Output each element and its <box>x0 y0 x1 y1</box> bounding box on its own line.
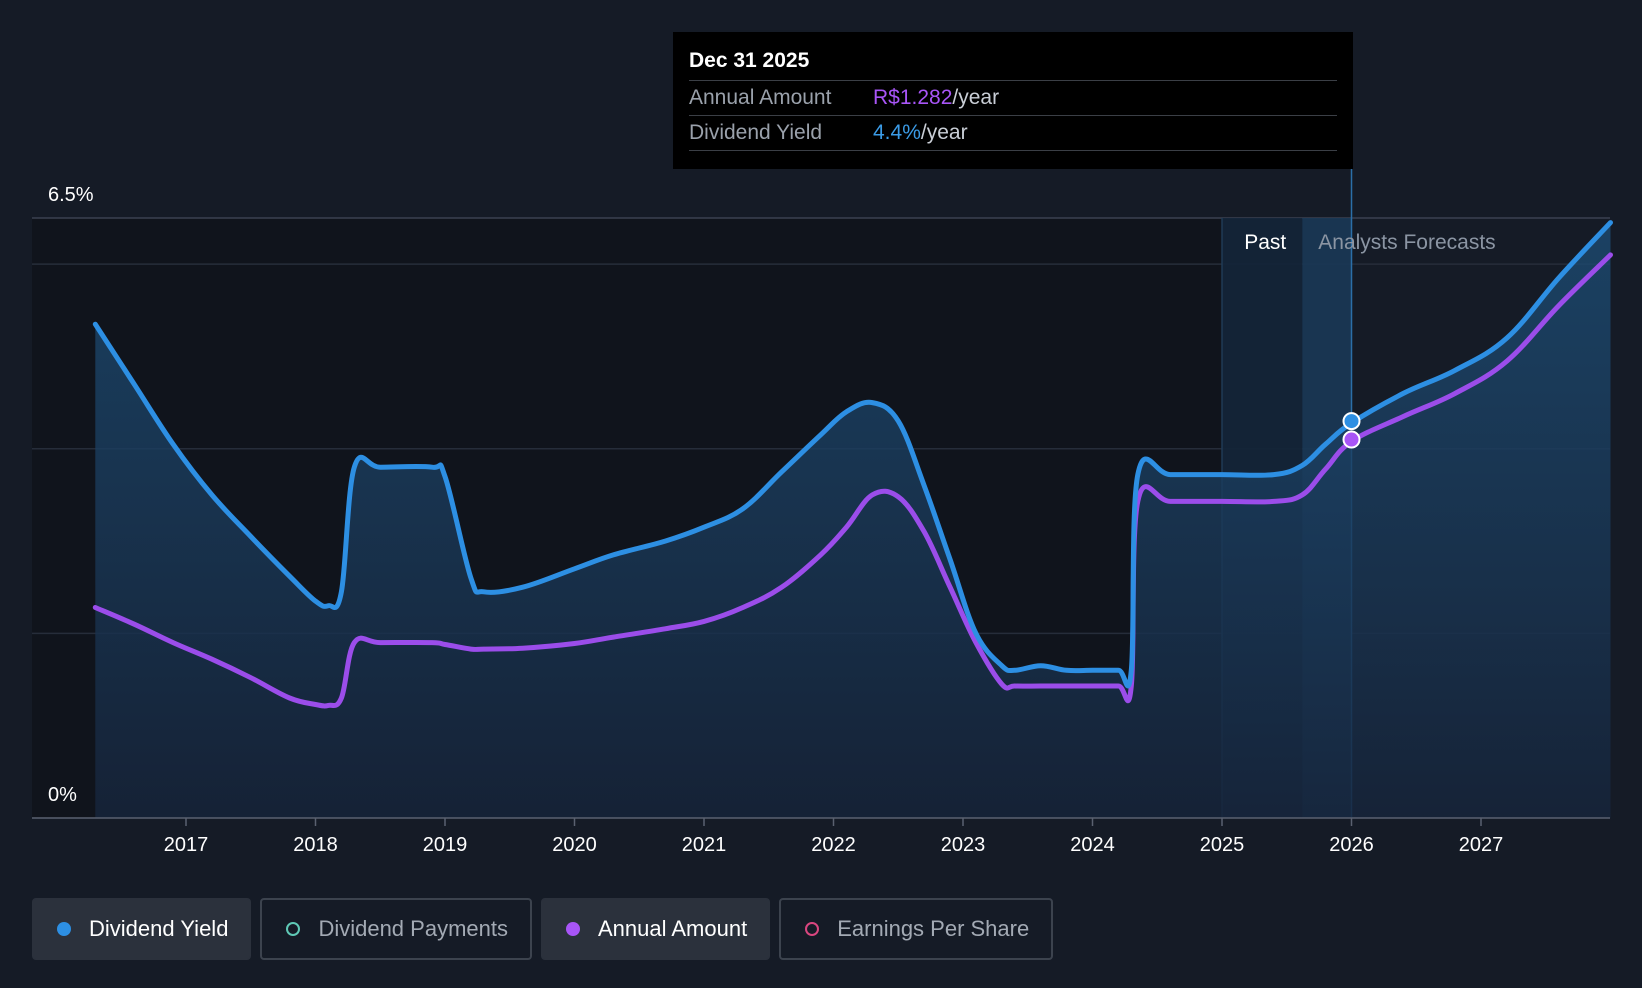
legend-label: Dividend Payments <box>318 916 508 941</box>
x-tick-label: 2023 <box>941 834 986 856</box>
tooltip-row-dividend-yield: Dividend Yield 4.4% /year <box>689 116 1337 151</box>
highlight-markers <box>1342 412 1361 449</box>
legend-dividend-yield[interactable]: Dividend Yield <box>32 898 252 960</box>
tooltip-value: R$1.282 <box>873 86 953 109</box>
x-tick-label: 2026 <box>1329 834 1374 856</box>
tooltip-label: Dividend Yield <box>689 121 823 144</box>
tooltip-date: Dec 31 2025 <box>689 46 1337 81</box>
past-label: Past <box>1244 231 1286 254</box>
tooltip-unit: /year <box>952 86 1000 109</box>
legend: Dividend Yield Dividend Payments Annual … <box>32 898 1054 960</box>
annual-amount-line <box>92 252 1613 709</box>
y-axis: 6.5% 0% <box>48 184 94 806</box>
x-tick-label: 2027 <box>1459 834 1504 856</box>
legend-label: Earnings Per Share <box>837 916 1030 941</box>
x-tick-label: 2019 <box>423 834 468 856</box>
tooltip-label: Annual Amount <box>689 86 832 109</box>
legend-annual-amount[interactable]: Annual Amount <box>540 898 771 960</box>
tooltip-value: 4.4% <box>873 121 921 144</box>
legend-ring-icon <box>805 922 820 936</box>
forecast-label: Analysts Forecasts <box>1318 231 1495 254</box>
series-lines <box>92 220 1613 709</box>
x-tick-label: 2018 <box>293 834 338 856</box>
dividend-yield-line <box>92 220 1613 689</box>
y-max-label: 6.5% <box>48 184 94 206</box>
x-tick-label: 2020 <box>552 834 597 856</box>
legend-earnings-per-share[interactable]: Earnings Per Share <box>779 898 1054 960</box>
legend-dot-icon <box>565 922 580 936</box>
y-min-label: 0% <box>48 784 77 806</box>
x-tick-label: 2025 <box>1200 834 1245 856</box>
tooltip: Dec 31 2025 Annual Amount R$1.282 /year … <box>673 32 1353 169</box>
x-tick-label: 2017 <box>164 834 209 856</box>
dividend-yield-marker <box>1342 412 1361 431</box>
x-tick-label: 2022 <box>811 834 856 856</box>
tooltip-unit: /year <box>920 121 968 144</box>
tooltip-row-annual-amount: Annual Amount R$1.282 /year <box>689 81 1337 116</box>
x-tick-label: 2021 <box>682 834 727 856</box>
legend-dividend-payments[interactable]: Dividend Payments <box>260 898 532 960</box>
x-axis: 2017 2018 2019 2020 2021 2022 2023 2024 2025 2026… <box>32 817 1610 856</box>
legend-label: Annual Amount <box>597 916 748 941</box>
x-tick-label: 2024 <box>1070 834 1115 856</box>
legend-label: Dividend Yield <box>89 916 229 941</box>
legend-dot-icon <box>57 922 71 936</box>
annual-amount-marker <box>1342 430 1361 449</box>
legend-ring-icon <box>286 922 301 936</box>
